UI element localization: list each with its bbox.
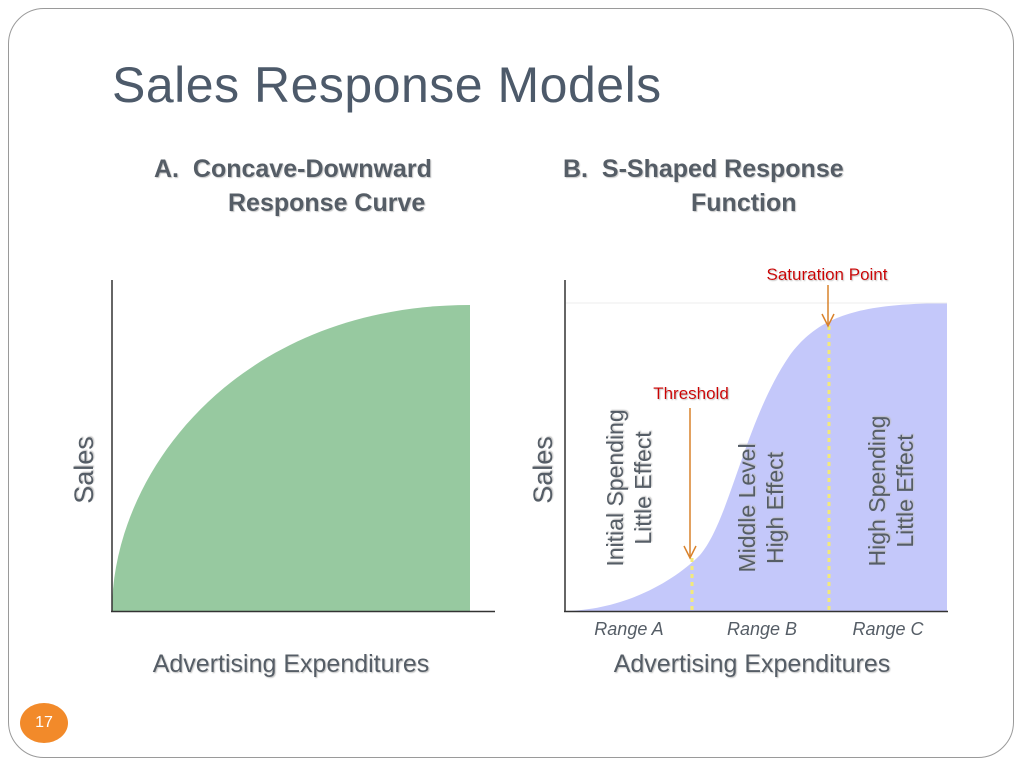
panel-b-marker: B. [563,155,588,183]
zone-c-annotation: High Spending Little Effect [864,416,918,567]
zone-c-line1: High Spending [864,416,890,567]
panel-a-heading-line2: Response Curve [228,189,426,217]
zone-a-line2: Little Effect [630,431,656,545]
s-shaped-response-area [565,303,947,611]
panel-b-diagram: Threshold Saturation Point Initial Spend… [528,265,948,678]
panel-a-y-label: Sales [69,436,99,504]
panel-a-x-label: Advertising Expenditures [153,650,430,678]
panel-b-x-label: Advertising Expenditures [614,650,891,678]
range-c-label: Range C [852,619,924,639]
panel-b-y-label: Sales [528,436,558,504]
saturation-arrowhead [821,313,835,328]
zone-a-line1: Initial Spending [602,409,628,566]
panel-a-heading: A. Concave-Downward Response Curve [154,152,432,220]
panel-b-heading-line2: Function [691,189,797,217]
concave-response-area [112,305,470,611]
zone-b-annotation: Middle Level High Effect [734,443,788,572]
zone-a-annotation: Initial Spending Little Effect [602,409,656,566]
panel-b-heading: B. S-Shaped Response Function [563,152,844,220]
zone-c-line2: Little Effect [892,434,918,548]
panel-a-heading-line1: Concave-Downward [192,155,432,183]
range-a-label: Range A [594,619,663,639]
range-b-label: Range B [727,619,797,639]
slide-title: Sales Response Models [112,57,662,113]
panel-a-marker: A. [154,155,179,183]
saturation-point-label: Saturation Point [767,265,888,284]
threshold-label: Threshold [653,384,729,403]
threshold-arrowhead [683,545,697,560]
panel-b-heading-line1: S-Shaped Response [601,155,844,183]
zone-b-line1: Middle Level [734,443,760,572]
zone-b-line2: High Effect [762,451,788,564]
panel-a-diagram: Sales Advertising Expenditures [69,280,495,678]
page-number-badge: 17 [20,703,68,743]
